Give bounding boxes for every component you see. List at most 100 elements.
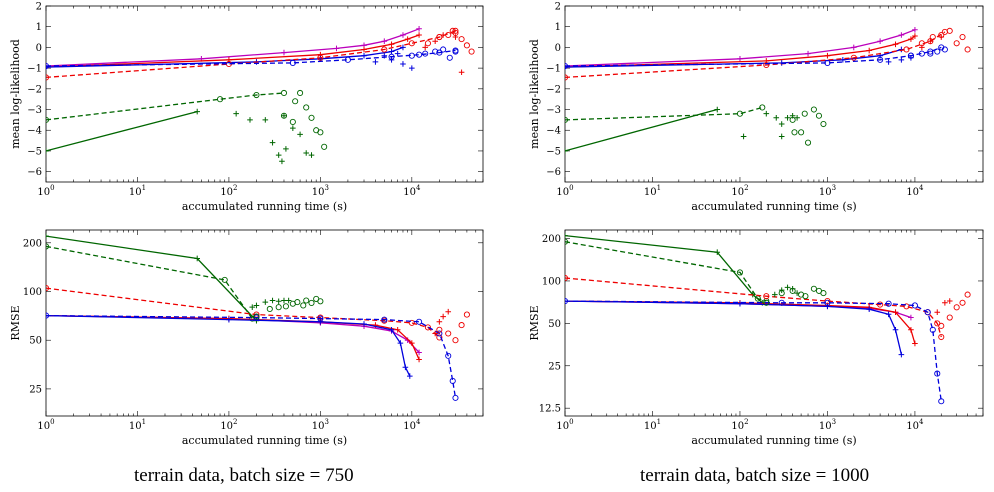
scatter-point: [934, 309, 941, 316]
series-marker: [436, 49, 443, 56]
scatter-point: [938, 34, 945, 40]
scatter-point: [436, 326, 443, 333]
series-marker: [416, 349, 422, 356]
series-marker: [805, 50, 811, 57]
scatter-point: [942, 299, 948, 306]
scatter-point: [885, 59, 892, 65]
scatter-point: [798, 129, 805, 136]
y-tick-label: −4: [27, 126, 42, 137]
series-marker: [408, 40, 415, 47]
scatter-point: [929, 34, 936, 41]
series-marker: [388, 326, 395, 333]
scatter-point: [262, 117, 269, 123]
series-marker: [565, 64, 568, 70]
scatter-point: [778, 121, 785, 127]
series-marker: [46, 243, 50, 250]
y-axis-label: mean log-likelihood: [528, 39, 541, 149]
scatter-point: [400, 61, 406, 67]
series-marker: [898, 351, 905, 358]
series-marker: [416, 25, 422, 32]
series-marker: [912, 340, 918, 347]
scatter-point: [422, 44, 428, 51]
series-marker: [445, 352, 452, 359]
series-marker: [194, 108, 200, 115]
series-marker: [924, 309, 931, 316]
axes-frame: [564, 5, 984, 183]
series-marker: [866, 306, 872, 313]
scatter-point: [802, 293, 809, 300]
scatter-point: [908, 54, 914, 61]
scatter-point: [446, 54, 453, 61]
series-marker: [737, 56, 743, 62]
scatter-point: [763, 110, 770, 117]
panel-1: 100 101 102 103 104 2 1 0 −1 −2 −3 −4 −5 −6 accumulate…: [9, 2, 484, 213]
series-marker: [394, 326, 401, 333]
series-marker: [406, 373, 413, 379]
y-tick-label: −6: [546, 167, 561, 178]
scatter-point: [763, 299, 770, 306]
series-marker: [908, 314, 914, 321]
scatter-point: [740, 133, 747, 140]
scatter-point: [820, 120, 827, 128]
series-marker: [565, 232, 568, 239]
scatter-point: [275, 298, 282, 305]
series-marker: [361, 46, 367, 53]
scatter-point: [381, 52, 388, 59]
series-marker: [877, 301, 884, 308]
series-marker: [929, 326, 936, 333]
x-tick-label: 100: [556, 184, 573, 198]
scatter-point: [432, 330, 438, 337]
x-tick-label: 101: [644, 418, 661, 432]
scatter-point: [283, 146, 289, 152]
series-line: [46, 314, 411, 377]
series-marker: [714, 249, 721, 256]
scatter-point: [946, 314, 953, 321]
scatter-point: [938, 322, 945, 329]
series-marker: [46, 62, 50, 70]
scatter-point: [269, 139, 276, 146]
scatter-point: [388, 57, 395, 63]
scatter-point: [303, 297, 310, 304]
series-marker: [388, 41, 395, 48]
series-marker: [824, 303, 831, 310]
scatter-point: [275, 304, 282, 311]
plot-area: [46, 233, 470, 401]
scatter-point: [422, 50, 429, 57]
scatter-point: [436, 34, 443, 41]
series-marker: [344, 56, 351, 63]
y-tick-label: −1: [27, 64, 42, 75]
scatter-point: [458, 69, 465, 76]
scatter-point: [946, 298, 953, 304]
scatter-point: [281, 297, 287, 304]
scatter-point: [269, 297, 276, 304]
series-marker: [934, 370, 941, 377]
series-marker: [736, 269, 744, 276]
series-marker: [402, 364, 409, 371]
x-tick-label: 102: [731, 418, 748, 432]
series-marker: [850, 44, 857, 51]
scatter-point: [789, 112, 796, 119]
series-line: [46, 49, 456, 67]
scatter-point: [292, 98, 299, 105]
scatter-point: [321, 143, 328, 150]
series-marker: [424, 324, 431, 331]
scatter-point: [285, 297, 292, 304]
series-marker: [388, 48, 395, 55]
series-marker: [908, 36, 914, 42]
scatter-point: [436, 318, 443, 325]
scatter-point: [253, 313, 260, 320]
scatter-point: [452, 34, 459, 40]
y-axis-label: RMSE: [9, 305, 22, 340]
x-tick-label: 100: [37, 418, 54, 432]
scatter-point: [445, 330, 452, 337]
series-marker: [565, 116, 569, 123]
scatter-point: [810, 285, 817, 292]
panel-3: 100 101 102 103 104 200 100 50 25 accumulated run…: [9, 229, 484, 447]
scatter-point: [815, 112, 823, 119]
y-tick-label: 100: [542, 276, 561, 287]
series-marker: [452, 394, 459, 401]
scatter-point: [253, 302, 260, 309]
scatter-point: [294, 299, 301, 306]
scatter-point: [308, 114, 315, 121]
x-tick-label: 103: [312, 418, 329, 432]
